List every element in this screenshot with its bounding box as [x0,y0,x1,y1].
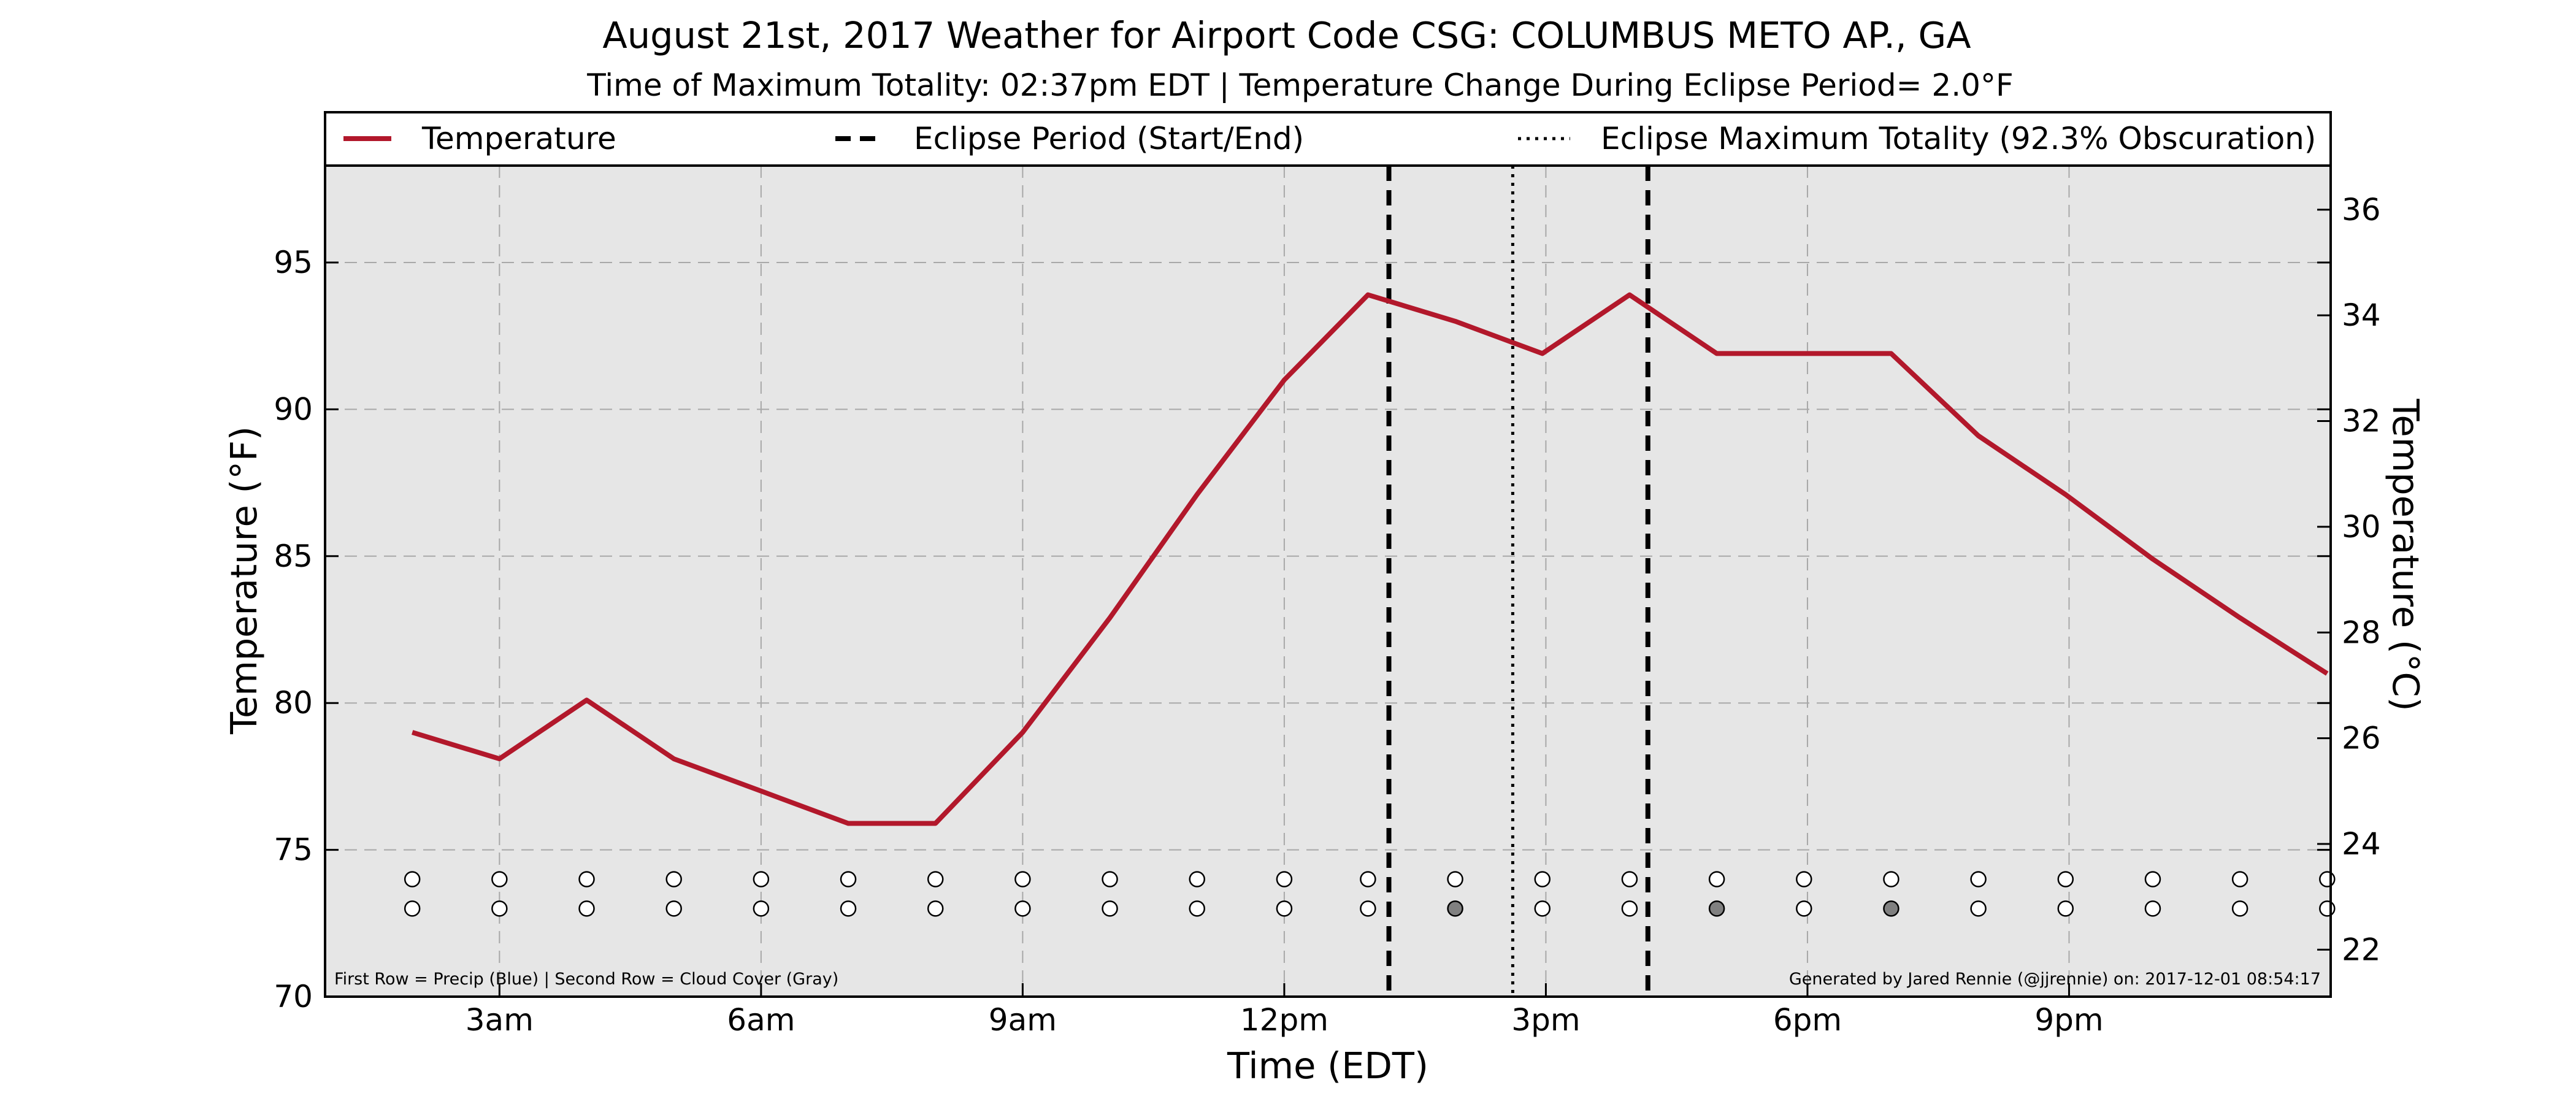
cloud-cover-marker [1883,900,1899,917]
cloud-cover-marker [840,900,857,917]
x-tick-label: 3pm [1511,1002,1580,1038]
legend-label: Eclipse Maximum Totality (92.3% Obscurat… [1601,121,2316,156]
x-tick-label: 9am [989,1002,1057,1038]
x-axis: 3am 6am 9am 12pm 3pm 6pm 9pm [466,983,2104,1038]
chart-subtitle: Time of Maximum Totality: 02:37pm EDT | … [586,67,2013,103]
y-tick-label-left: 95 [274,245,313,280]
precip-marker [1014,871,1031,887]
precip-marker [1276,871,1293,887]
y-tick-label-left: 75 [274,832,313,868]
y-tick-label-left: 90 [274,391,313,427]
cloud-cover-marker [1360,900,1376,917]
precip-marker [491,871,508,887]
precip-marker [1621,871,1638,887]
cloud-cover-marker [2231,900,2248,917]
y-tick-label-right: 28 [2342,615,2381,650]
footnote-right: Generated by Jared Rennie (@jjrennie) on… [1789,970,2321,989]
cloud-cover-marker [1102,900,1118,917]
eclipse-lines [1386,166,1650,997]
y-tick-label-right: 36 [2342,192,2381,228]
precip-marker [665,871,682,887]
precip-marker [578,871,595,887]
cloud-cover-marker [665,900,682,917]
legend: Temperature Eclipse Period (Start/End) Ecl… [324,111,2332,167]
y-tick-label-right: 30 [2342,509,2381,545]
footnote-left: First Row = Precip (Blue) | Second Row =… [334,970,838,989]
cloud-cover-marker [2057,900,2074,917]
cloud-cover-marker [2319,900,2336,917]
y-axis-label-left: Temperature (°F) [223,426,265,735]
precip-marker [1360,871,1376,887]
x-tick-label: 12pm [1240,1002,1328,1038]
x-tick-label: 3am [466,1002,534,1038]
right-axis: 22 24 26 28 30 32 34 36 [2317,192,2381,967]
precip-marker [1796,871,1812,887]
series-group [412,292,2329,826]
temperature-line [412,292,2329,826]
cloud-cover-marker [578,900,595,917]
cloud-cover-marker [404,900,421,917]
cloud-cover-marker [927,900,944,917]
y-tick-label-right: 22 [2342,932,2381,967]
cloud-cover-marker [1708,900,1725,917]
cloud-cover-marker [1276,900,1293,917]
cloud-cover-marker [1796,900,1812,917]
cloud-cover-marker [1447,900,1463,917]
precip-marker [1447,871,1463,887]
y-tick-label-left: 70 [274,979,313,1014]
precip-marker [1708,871,1725,887]
y-tick-label-left: 80 [274,685,313,721]
legend-box [324,111,2332,167]
left-axis: 70 75 80 85 90 95 [274,245,2331,1014]
precip-marker [927,871,944,887]
grid [325,166,2331,997]
precip-marker [753,871,770,887]
chart-title: August 21st, 2017 Weather for Airport Co… [602,14,1971,56]
cloud-cover-marker [1014,900,1031,917]
y-tick-label-right: 26 [2342,721,2381,756]
y-axis-label-right: Temperature (°C) [2385,398,2427,711]
cloud-cover-marker [753,900,770,917]
y-tick-label-left: 85 [274,539,313,574]
x-tick-label: 6am [727,1002,795,1038]
x-axis-label: Time (EDT) [1227,1045,1428,1087]
cloud-cover-marker [1970,900,1987,917]
cloud-cover-marker [491,900,508,917]
precip-marker [2231,871,2248,887]
plot-area [325,166,2331,997]
x-tick-label: 6pm [1773,1002,1842,1038]
precip-marker [1883,871,1899,887]
precip-marker [2144,871,2161,887]
y-tick-label-right: 34 [2342,297,2381,333]
precip-marker [1189,871,1205,887]
precip-marker [2057,871,2074,887]
legend-label: Eclipse Period (Start/End) [914,121,1304,156]
precip-marker [404,871,421,887]
cloud-cover-marker [1534,900,1551,917]
cloud-cover-marker [2144,900,2161,917]
y-tick-label-right: 32 [2342,404,2381,439]
precip-marker [1534,871,1551,887]
marker-rows [404,871,2336,917]
precip-marker [840,871,857,887]
x-tick-label: 9pm [2034,1002,2103,1038]
cloud-cover-marker [1189,900,1205,917]
precip-marker [1102,871,1118,887]
precip-marker [1970,871,1987,887]
legend-label: Temperature [421,121,616,156]
cloud-cover-marker [1621,900,1638,917]
y-tick-label-right: 24 [2342,826,2381,862]
precip-marker [2319,871,2336,887]
